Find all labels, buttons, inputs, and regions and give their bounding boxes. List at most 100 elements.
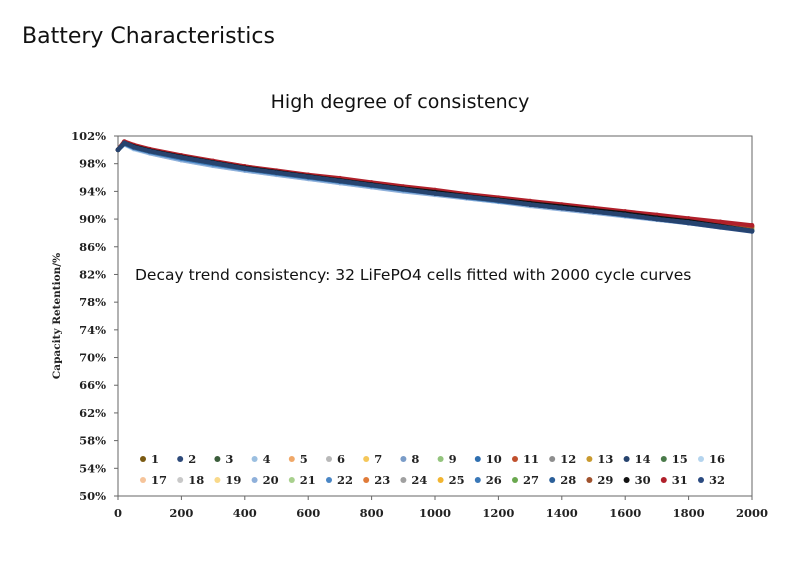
legend-label: 21 <box>300 473 316 487</box>
legend-marker <box>512 477 518 483</box>
data-point <box>496 198 501 203</box>
legend-marker <box>660 456 667 462</box>
y-tick-label: 82% <box>79 267 106 281</box>
data-point <box>591 209 596 214</box>
legend-label: 20 <box>263 473 279 487</box>
legend-label: 3 <box>225 452 233 466</box>
legend-label: 10 <box>486 452 502 466</box>
legend-item-27: 27 <box>512 473 539 487</box>
legend-label: 29 <box>597 473 613 487</box>
y-tick-label: 78% <box>79 295 106 309</box>
legend-item-10: 10 <box>474 452 502 466</box>
y-tick-label: 62% <box>79 406 106 420</box>
legend-marker <box>140 456 146 462</box>
y-tick-label: 54% <box>79 461 106 475</box>
legend-marker <box>623 477 630 483</box>
legend-item-8: 8 <box>400 452 419 466</box>
legend-marker <box>400 456 407 462</box>
legend-label: 4 <box>263 452 271 466</box>
legend-item-22: 22 <box>326 473 353 487</box>
legend-label: 7 <box>374 452 382 466</box>
legend-item-1: 1 <box>140 452 159 466</box>
legend-label: 5 <box>300 452 308 466</box>
legend-item-6: 6 <box>326 452 345 466</box>
legend-label: 16 <box>709 452 725 466</box>
legend-marker <box>214 456 221 462</box>
data-point <box>749 223 755 228</box>
legend-label: 1 <box>151 452 159 466</box>
legend-label: 6 <box>337 452 345 466</box>
legend-label: 25 <box>449 473 465 487</box>
legend-marker <box>474 477 481 483</box>
legend-label: 32 <box>709 473 725 487</box>
legend-marker <box>698 477 704 483</box>
x-tick-label: 1800 <box>673 506 705 520</box>
legend-marker <box>660 477 667 483</box>
y-axis-label: Capacity Retention/% <box>51 253 63 379</box>
legend-marker <box>474 456 481 462</box>
x-axis-ticks: 0 200 400 600 800 1000 1200 1400 1600 1800 2000 <box>114 496 768 520</box>
legend-item-29: 29 <box>586 473 613 487</box>
y-axis-ticks: 50% 54% 58% 62% 66% 70% 74% 78% 82% 86% 90% 94% 98% 1… <box>71 129 118 503</box>
legend-item-3: 3 <box>214 452 233 466</box>
x-tick-label: 0 <box>114 506 122 520</box>
data-point <box>464 194 470 200</box>
y-tick-label: 58% <box>79 434 106 448</box>
legend-item-24: 24 <box>400 473 427 487</box>
legend-label: 26 <box>486 473 502 487</box>
y-tick-label: 94% <box>79 184 106 198</box>
legend-item-14: 14 <box>623 452 651 466</box>
data-point <box>305 174 311 180</box>
series-14-curve <box>115 140 755 234</box>
data-point <box>369 182 374 188</box>
legend-marker <box>251 456 258 462</box>
y-tick-label: 74% <box>79 323 106 337</box>
data-point <box>718 219 723 225</box>
legend-marker <box>326 456 332 462</box>
data-point <box>432 191 438 196</box>
legend-item-18: 18 <box>177 473 204 487</box>
x-tick-label: 400 <box>233 506 257 520</box>
legend-item-5: 5 <box>288 452 308 466</box>
legend-marker <box>363 456 370 462</box>
x-tick-label: 2000 <box>736 506 768 520</box>
data-point <box>131 144 137 150</box>
data-point <box>686 220 691 225</box>
legend-label: 17 <box>151 473 167 487</box>
legend-label: 31 <box>672 473 688 487</box>
legend-marker <box>177 456 184 462</box>
y-tick-label: 102% <box>71 129 106 143</box>
legend-item-11: 11 <box>512 452 539 466</box>
legend-item-16: 16 <box>698 452 725 466</box>
legend-item-25: 25 <box>437 473 465 487</box>
legend-item-20: 20 <box>251 473 279 487</box>
legend-marker <box>549 456 556 462</box>
legend-item-32: 32 <box>698 473 725 487</box>
legend-item-31: 31 <box>660 473 688 487</box>
y-tick-label: 66% <box>79 378 106 392</box>
x-tick-label: 200 <box>169 506 193 520</box>
legend-item-9: 9 <box>437 452 457 466</box>
legend-item-30: 30 <box>623 473 651 487</box>
data-point <box>147 148 152 154</box>
legend-marker <box>251 477 258 483</box>
legend-label: 14 <box>635 452 651 466</box>
page-heading: Battery Characteristics <box>22 24 275 49</box>
legend-marker <box>363 477 370 483</box>
legend-label: 27 <box>523 473 539 487</box>
legend-marker <box>698 456 704 462</box>
y-tick-label: 50% <box>79 489 106 503</box>
legend-item-2: 2 <box>177 452 196 466</box>
legend-label: 23 <box>374 473 390 487</box>
legend-marker <box>177 477 184 483</box>
data-point <box>242 166 248 171</box>
legend-label: 24 <box>411 473 427 487</box>
legend-item-13: 13 <box>586 452 613 466</box>
legend-marker <box>288 456 295 462</box>
data-point <box>179 155 184 160</box>
data-point <box>527 202 533 207</box>
legend-label: 9 <box>449 452 457 466</box>
legend-label: 13 <box>597 452 613 466</box>
